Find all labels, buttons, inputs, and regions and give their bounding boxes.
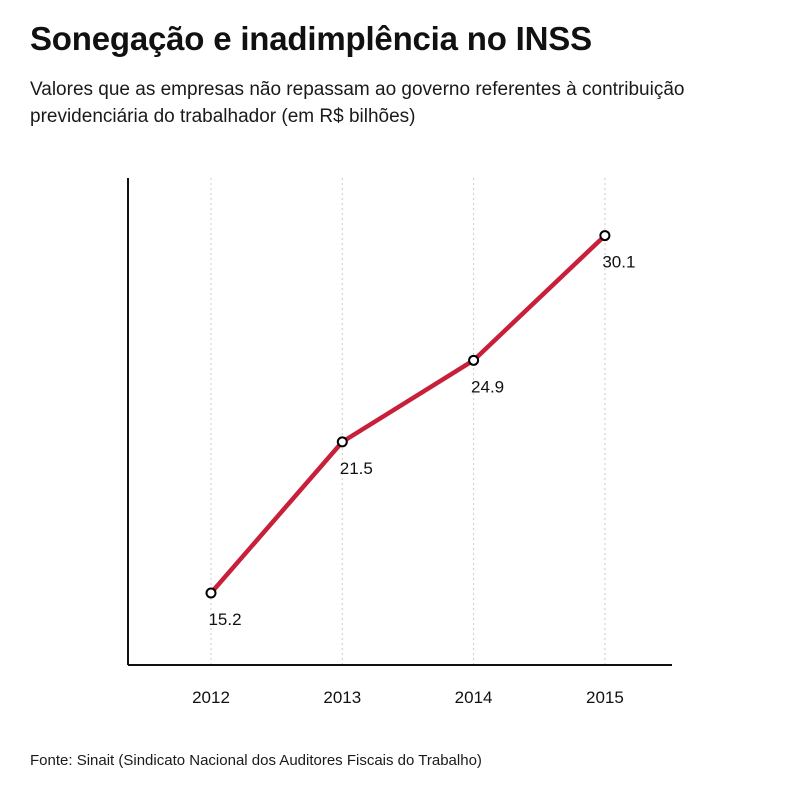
x-tick-label: 2012: [192, 688, 230, 707]
data-label: 15.2: [208, 610, 241, 629]
data-label: 21.5: [340, 459, 373, 478]
data-label: 30.1: [602, 253, 635, 272]
source-note: Fonte: Sinait (Sindicato Nacional dos Au…: [30, 752, 482, 769]
chart-subtitle: Valores que as empresas não repassam ao …: [30, 79, 685, 127]
data-point: [468, 354, 480, 366]
data-point: [336, 436, 348, 448]
line-chart: 2012 2013 2014 2015 15.2 21.5 24.9 30.1: [127, 178, 672, 707]
x-tick-label: 2014: [455, 688, 493, 707]
series-line: [208, 233, 608, 596]
data-point: [599, 230, 611, 242]
chart-title: Sonegação e inadimplência no INSS: [30, 20, 592, 57]
data-label: 24.9: [471, 377, 504, 396]
data-labels: 15.2 21.5 24.9 30.1: [208, 253, 635, 629]
x-tick-label: 2015: [586, 688, 624, 707]
data-point: [205, 587, 217, 599]
x-tick-labels: 2012 2013 2014 2015: [192, 688, 624, 707]
grid-lines: [210, 178, 606, 665]
data-points: [205, 230, 611, 599]
x-tick-label: 2013: [323, 688, 361, 707]
